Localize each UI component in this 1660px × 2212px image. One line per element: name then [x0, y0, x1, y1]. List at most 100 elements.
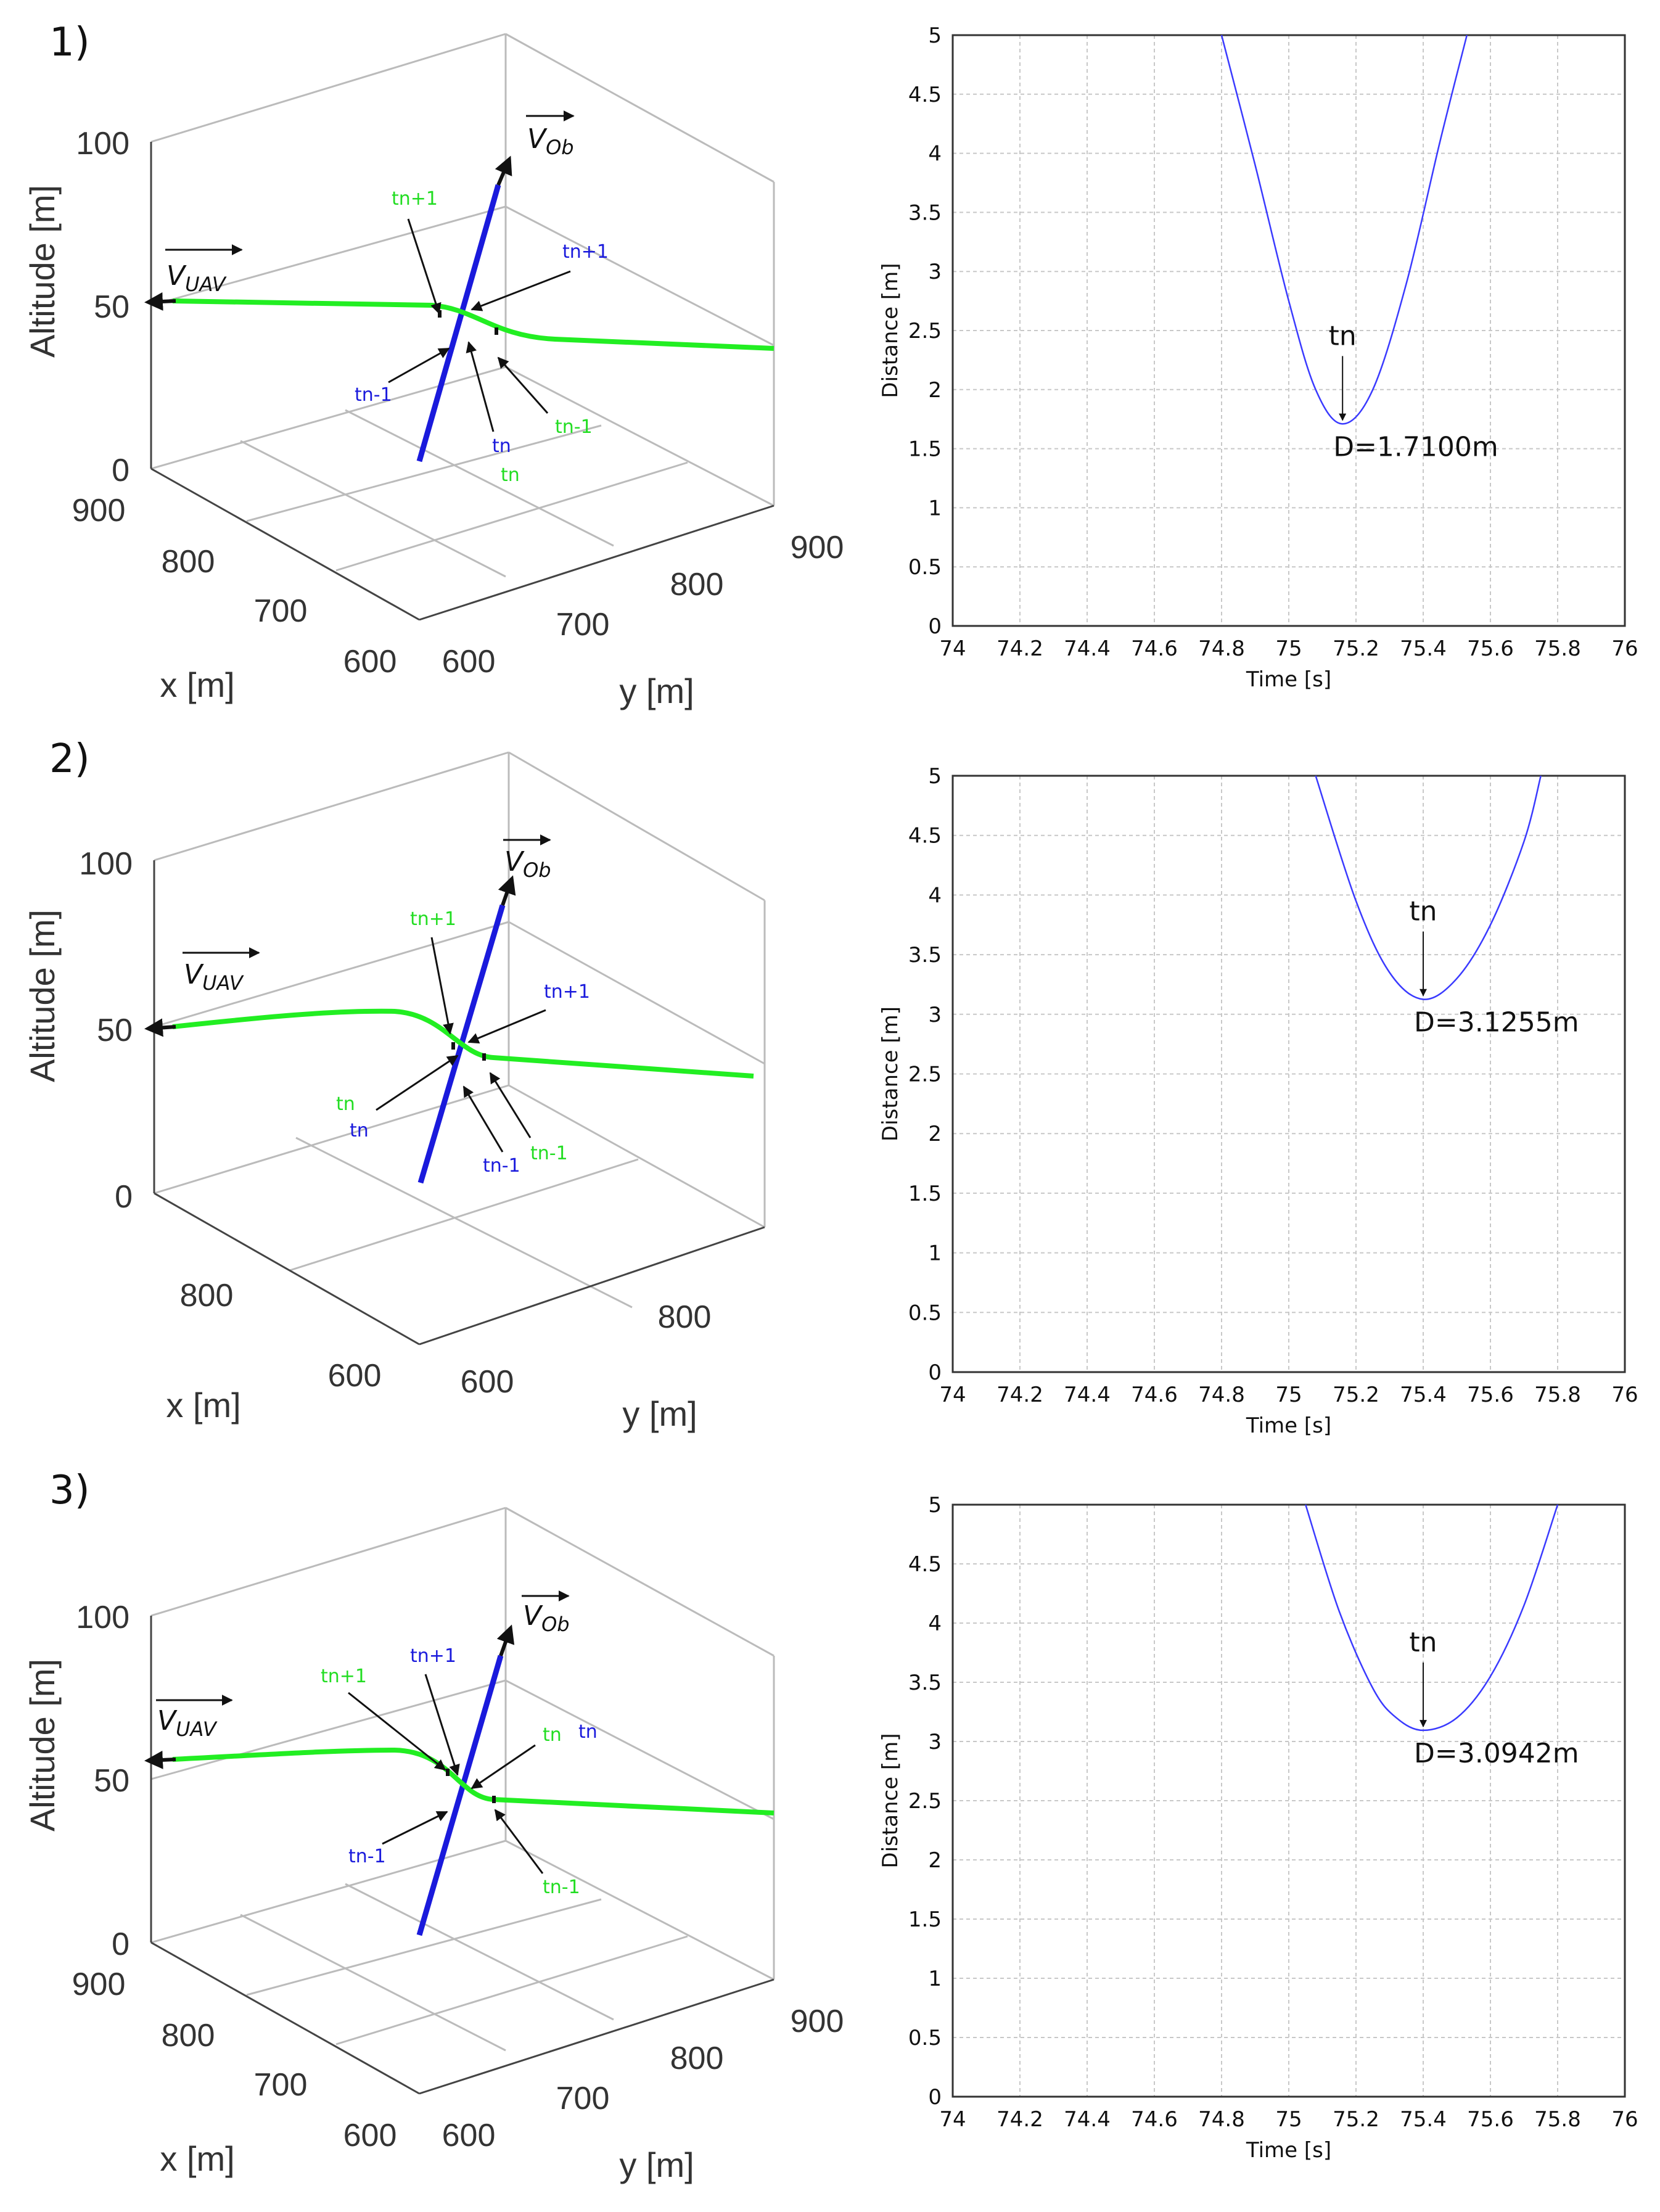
- y-tick-label: 1: [928, 1967, 942, 1991]
- x-tick-label: 75.4: [1400, 1383, 1447, 1407]
- distance-charts: 74 74.2 74.4 74.6 74.8 75 75.2 75.4 75.6 75.8 76 0 0…: [878, 23, 1638, 2163]
- panel-1-ztick: 50: [94, 289, 129, 325]
- x-tick-label: 74.2: [996, 1383, 1043, 1407]
- panel-1-ztick: 0: [112, 453, 129, 488]
- y-tick-label: 4.5: [908, 83, 942, 107]
- y-tick-label: 4: [928, 1611, 942, 1636]
- y-axis-label: Distance [m]: [878, 1733, 903, 1868]
- panel-2-blue-tn-label: tn: [350, 1120, 369, 1141]
- panel-1-ytick: 700: [556, 607, 610, 643]
- panel-3-xtick: 600: [343, 2118, 397, 2153]
- x-tick-label: 75.2: [1333, 636, 1379, 661]
- panel-1-v-ob-sub: Ob: [546, 136, 574, 159]
- svg-text:VUAV: VUAV: [184, 959, 244, 995]
- panel-2-xtick: 600: [328, 1358, 382, 1394]
- y-tick-label: 1.5: [908, 1182, 942, 1206]
- x-tick-label: 74.4: [1064, 636, 1111, 661]
- panel-2-ylabel: y [m]: [622, 1394, 697, 1433]
- x-tick-label: 74.2: [996, 2107, 1043, 2132]
- x-tick-label: 74: [939, 1383, 966, 1407]
- panel-2-v-ob-sub: Ob: [523, 858, 551, 882]
- y-tick-label: 1.5: [908, 1907, 942, 1932]
- panel-1-ytick: 600: [442, 644, 496, 680]
- annotation-pointer-label: tn: [1409, 1627, 1437, 1658]
- x-tick-label: 75: [1275, 1383, 1302, 1407]
- panel-1-blue-tnm1-label: tn-1: [355, 384, 392, 406]
- panel-1-green-tn1-label: tn+1: [392, 188, 438, 210]
- y-tick-label: 4.5: [908, 824, 942, 849]
- y-tick-label: 3: [928, 1730, 942, 1754]
- y-tick-label: 5: [928, 1493, 942, 1518]
- panel-3-xtick: 800: [162, 2018, 215, 2054]
- x-tick-label: 74.6: [1131, 2107, 1178, 2132]
- panel-2-ztick: 50: [97, 1013, 133, 1048]
- panel-3-scene3d: 3) Altitude [m] 100 50 0 900 800 700: [23, 1468, 844, 2184]
- panel-3-blue-tn1-label: tn+1: [410, 1645, 456, 1667]
- distance-curve: [1315, 775, 1542, 1000]
- panel-3-v-uav-label: VUAV: [156, 1695, 233, 1741]
- panel-3-xtick: 900: [72, 1967, 126, 2002]
- svg-text:VOb: VOb: [504, 846, 551, 882]
- x-tick-label: 74.4: [1064, 2107, 1111, 2132]
- annotation-pointer-label: tn: [1409, 896, 1437, 927]
- panel-1-uav-path: [172, 298, 775, 351]
- x-tick-label: 74.6: [1131, 1383, 1178, 1407]
- y-tick-label: 4: [928, 142, 942, 167]
- panel-1-ztick: 100: [76, 126, 129, 162]
- x-tick-label: 74: [939, 2107, 966, 2132]
- plot-frame: [951, 1503, 1626, 2098]
- panel-2-v-uav-label: VUAV: [183, 947, 260, 995]
- panel-2-blue-tnm1-label: tn-1: [483, 1155, 520, 1177]
- x-axis-label: Time [s]: [1246, 2138, 1331, 2163]
- distance-chart-1: 74 74.2 74.4 74.6 74.8 75 75.2 75.4 75.6 75.8 76 0 0…: [878, 23, 1638, 692]
- panel-1-blue-tn1-label: tn+1: [562, 241, 609, 263]
- y-tick-label: 4.5: [908, 1552, 942, 1577]
- panel-3-ztick: 50: [94, 1763, 129, 1799]
- panel-3-green-tn1-label: tn+1: [321, 1666, 367, 1687]
- y-tick-label: 3.5: [908, 943, 942, 968]
- distance-chart-3: 74 74.2 74.4 74.6 74.8 75 75.2 75.4 75.6 75.8 76 0 0…: [878, 1493, 1638, 2163]
- x-tick-label: 76: [1611, 636, 1638, 661]
- panel-2-scene3d: 2) Altitude [m] 100 50 0 800 600 x [m] 6…: [23, 736, 766, 1433]
- panel-1-blue-tn-label: tn: [492, 435, 511, 457]
- svg-text:VUAV: VUAV: [166, 260, 227, 296]
- y-tick-label: 0: [928, 1360, 942, 1385]
- x-tick-label: 74.8: [1198, 1383, 1245, 1407]
- panel-3-xlabel: x [m]: [160, 2139, 234, 2178]
- panel-2-xlabel: x [m]: [166, 1386, 240, 1425]
- panel-3-ztick: 100: [76, 1600, 129, 1635]
- panel-3-ztick: 0: [112, 1926, 129, 1962]
- panel-1-ytick: 800: [670, 567, 724, 602]
- panel-3-uav-path: [172, 1747, 775, 1815]
- panel-1-v-uav-label: VUAV: [165, 244, 243, 296]
- panel-3-obstacle-path: [416, 1655, 504, 1936]
- panel-3-v-ob-label: VOb: [522, 1590, 570, 1636]
- panel-2-uav-velocity-arrow: [144, 1018, 176, 1037]
- svg-text:VOb: VOb: [527, 123, 574, 159]
- panel-1-uav-velocity-arrow: [144, 292, 176, 311]
- x-axis-label: Time [s]: [1246, 667, 1331, 692]
- panel-1-xlabel: x [m]: [160, 665, 234, 704]
- y-tick-label: 1: [928, 496, 942, 520]
- y-tick-label: 5: [928, 23, 942, 48]
- panel-1-ylabel: y [m]: [619, 672, 694, 710]
- x-tick-label: 75.4: [1400, 636, 1447, 661]
- y-tick-label: 3: [928, 260, 942, 284]
- panel-3-ytick: 800: [670, 2041, 724, 2076]
- panel-1-scene3d: 1) Altitude [m] 100 50 0 900 800 700: [23, 20, 844, 710]
- panel-1-xtick: 700: [254, 593, 308, 629]
- panel-2-xtick: 800: [180, 1278, 234, 1314]
- x-tick-label: 76: [1611, 2107, 1638, 2132]
- annotation-value: D=3.0942m: [1414, 1738, 1579, 1769]
- distance-chart-2: 74 74.2 74.4 74.6 74.8 75 75.2 75.4 75.6 75.8 76 0 0…: [878, 764, 1638, 1438]
- x-tick-label: 74.8: [1198, 2107, 1245, 2132]
- x-tick-label: 75.6: [1467, 636, 1514, 661]
- panel-1-v-uav-sub: UAV: [185, 273, 227, 296]
- panel-1-obstacle-velocity-arrow: [495, 155, 512, 186]
- panel-2-obstacle-velocity-arrow: [498, 875, 516, 906]
- panel-2-v-ob-v: V: [504, 846, 525, 878]
- panel-2-zlabel: Altitude [m]: [23, 910, 62, 1082]
- x-tick-label: 75.2: [1333, 1383, 1379, 1407]
- plot-frame: [951, 34, 1626, 627]
